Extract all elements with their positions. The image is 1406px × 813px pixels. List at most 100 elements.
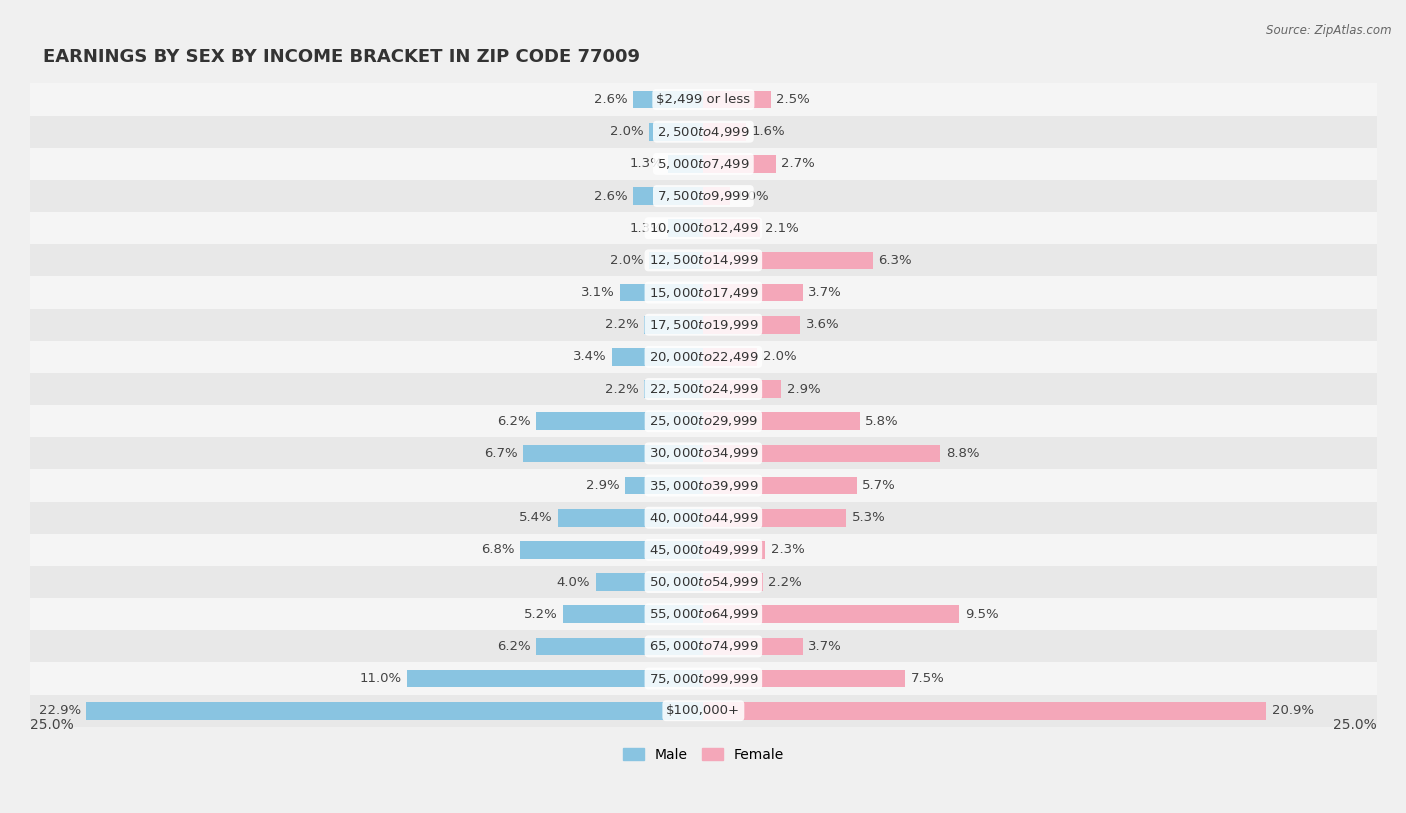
Bar — [30, 84, 1376, 115]
Text: $55,000 to $64,999: $55,000 to $64,999 — [648, 607, 758, 621]
Text: $17,500 to $19,999: $17,500 to $19,999 — [648, 318, 758, 332]
Bar — [406, 670, 703, 688]
Bar — [703, 476, 856, 494]
Text: 6.3%: 6.3% — [879, 254, 912, 267]
Bar — [703, 220, 759, 237]
Bar — [668, 155, 703, 172]
Bar — [703, 251, 873, 269]
Text: $35,000 to $39,999: $35,000 to $39,999 — [648, 479, 758, 493]
Bar — [30, 469, 1376, 502]
Text: 6.8%: 6.8% — [481, 543, 515, 556]
Text: 1.3%: 1.3% — [630, 158, 664, 171]
Text: 2.3%: 2.3% — [770, 543, 804, 556]
Bar — [30, 244, 1376, 276]
Bar — [650, 251, 703, 269]
Bar — [30, 180, 1376, 212]
Bar — [558, 509, 703, 527]
Text: 3.7%: 3.7% — [808, 286, 842, 299]
Text: 5.4%: 5.4% — [519, 511, 553, 524]
Bar — [633, 91, 703, 108]
Text: 2.5%: 2.5% — [776, 93, 810, 106]
Bar — [536, 412, 703, 430]
Text: $10,000 to $12,499: $10,000 to $12,499 — [648, 221, 758, 235]
Text: $45,000 to $49,999: $45,000 to $49,999 — [648, 543, 758, 557]
Text: 3.4%: 3.4% — [572, 350, 606, 363]
Text: 1.0%: 1.0% — [735, 189, 769, 202]
Text: 6.2%: 6.2% — [498, 415, 531, 428]
Text: $100,000+: $100,000+ — [666, 704, 741, 717]
Text: 2.2%: 2.2% — [605, 383, 638, 396]
Text: 2.0%: 2.0% — [610, 254, 644, 267]
Text: $22,500 to $24,999: $22,500 to $24,999 — [648, 382, 758, 396]
Bar — [30, 115, 1376, 148]
Bar — [644, 316, 703, 333]
Bar — [703, 284, 803, 302]
Text: 2.9%: 2.9% — [586, 479, 620, 492]
Bar — [30, 309, 1376, 341]
Bar — [30, 405, 1376, 437]
Text: $12,500 to $14,999: $12,500 to $14,999 — [648, 254, 758, 267]
Text: 1.6%: 1.6% — [752, 125, 786, 138]
Text: 6.7%: 6.7% — [484, 447, 517, 460]
Text: $25,000 to $29,999: $25,000 to $29,999 — [648, 414, 758, 428]
Bar — [703, 155, 776, 172]
Text: 2.2%: 2.2% — [768, 576, 801, 589]
Bar — [30, 502, 1376, 534]
Bar — [30, 437, 1376, 469]
Text: 3.6%: 3.6% — [806, 318, 839, 331]
Text: 5.7%: 5.7% — [862, 479, 896, 492]
Bar — [523, 445, 703, 463]
Text: 25.0%: 25.0% — [30, 718, 73, 732]
Bar — [30, 373, 1376, 405]
Text: 5.3%: 5.3% — [852, 511, 886, 524]
Bar — [30, 598, 1376, 630]
Text: 2.0%: 2.0% — [762, 350, 796, 363]
Text: 5.8%: 5.8% — [865, 415, 898, 428]
Text: $7,500 to $9,999: $7,500 to $9,999 — [657, 189, 749, 203]
Bar — [650, 123, 703, 141]
Text: 20.9%: 20.9% — [1272, 704, 1313, 717]
Bar — [520, 541, 703, 559]
Text: $30,000 to $34,999: $30,000 to $34,999 — [648, 446, 758, 460]
Bar — [30, 148, 1376, 180]
Text: EARNINGS BY SEX BY INCOME BRACKET IN ZIP CODE 77009: EARNINGS BY SEX BY INCOME BRACKET IN ZIP… — [44, 47, 640, 66]
Text: 2.6%: 2.6% — [595, 189, 628, 202]
Bar — [703, 91, 770, 108]
Bar — [86, 702, 703, 720]
Bar — [626, 476, 703, 494]
Text: $65,000 to $74,999: $65,000 to $74,999 — [648, 639, 758, 654]
Text: 8.8%: 8.8% — [946, 447, 980, 460]
Bar — [703, 380, 782, 398]
Bar — [703, 316, 800, 333]
Bar — [668, 220, 703, 237]
Text: 2.7%: 2.7% — [782, 158, 815, 171]
Text: $5,000 to $7,499: $5,000 to $7,499 — [657, 157, 749, 171]
Bar — [30, 341, 1376, 373]
Bar — [620, 284, 703, 302]
Text: $2,500 to $4,999: $2,500 to $4,999 — [657, 124, 749, 139]
Bar — [703, 637, 803, 655]
Text: 2.9%: 2.9% — [787, 383, 821, 396]
Bar — [30, 694, 1376, 727]
Bar — [703, 123, 747, 141]
Bar — [30, 276, 1376, 309]
Text: 5.2%: 5.2% — [524, 608, 558, 621]
Text: $20,000 to $22,499: $20,000 to $22,499 — [648, 350, 758, 364]
Bar — [30, 663, 1376, 694]
Bar — [564, 606, 703, 623]
Bar — [644, 380, 703, 398]
Bar — [703, 702, 1267, 720]
Bar — [30, 212, 1376, 244]
Text: 1.3%: 1.3% — [630, 222, 664, 235]
Bar — [703, 670, 905, 688]
Bar — [596, 573, 703, 591]
Bar — [536, 637, 703, 655]
Text: 22.9%: 22.9% — [39, 704, 82, 717]
Text: 7.5%: 7.5% — [911, 672, 945, 685]
Bar — [703, 606, 959, 623]
Text: 25.0%: 25.0% — [1333, 718, 1376, 732]
Text: $2,499 or less: $2,499 or less — [657, 93, 751, 106]
Text: 4.0%: 4.0% — [557, 576, 591, 589]
Text: 3.7%: 3.7% — [808, 640, 842, 653]
Text: 9.5%: 9.5% — [965, 608, 998, 621]
